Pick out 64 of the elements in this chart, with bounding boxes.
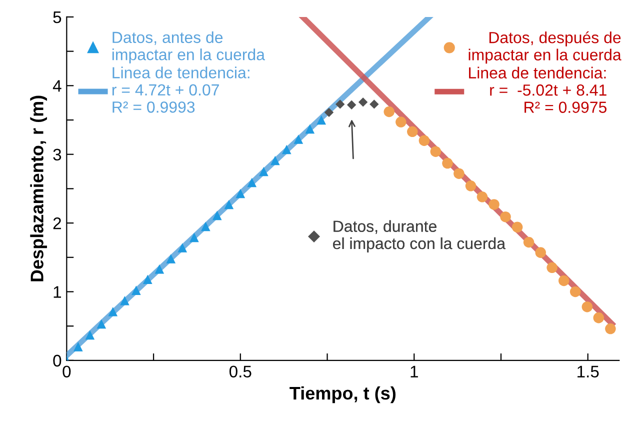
- point: [200, 222, 210, 232]
- point: [96, 319, 106, 329]
- point: [259, 166, 268, 176]
- y-tick-label: 1: [54, 286, 61, 298]
- point: [224, 200, 234, 210]
- y-tick-label: 0: [53, 354, 62, 367]
- point: [336, 100, 345, 109]
- x-tick-label: 1.5: [578, 366, 599, 378]
- point: [454, 168, 464, 179]
- point: [270, 156, 280, 166]
- legend-label: Datos, antes de impactar en la cuerda: [112, 31, 265, 64]
- y-tick-label: 2: [53, 217, 61, 230]
- point: [407, 126, 418, 138]
- y-axis-title: Desplazamiento, r (m): [30, 96, 47, 282]
- legend-label: Datos, después de impactar en la cuerda: [468, 31, 622, 64]
- point: [132, 286, 141, 295]
- point: [546, 262, 558, 274]
- point: [305, 124, 315, 134]
- point: [85, 330, 95, 340]
- point: [500, 211, 511, 222]
- point: [282, 144, 292, 154]
- point: [316, 115, 326, 125]
- point: [418, 135, 430, 146]
- point: [166, 254, 176, 264]
- x-tick-label: 1: [410, 366, 418, 378]
- point: [178, 243, 188, 252]
- point: [212, 210, 222, 220]
- point: [582, 301, 593, 312]
- point: [430, 146, 442, 157]
- point: [236, 188, 246, 198]
- x-tick-label: 0.5: [229, 366, 252, 378]
- point: [294, 134, 304, 144]
- point: [535, 247, 546, 258]
- point: [593, 312, 604, 324]
- point: [384, 106, 394, 118]
- y-tick-label: 3: [53, 148, 62, 161]
- point: [476, 192, 488, 202]
- legend-label: Datos, durante el impacto con la cuerda: [333, 220, 506, 252]
- y-tick-label: 5: [53, 12, 62, 24]
- point: [120, 296, 130, 306]
- x-axis-title: Tiempo, t (s): [290, 386, 396, 404]
- point: [488, 199, 500, 210]
- point: [73, 342, 83, 352]
- point: [465, 180, 476, 192]
- point: [324, 108, 334, 118]
- point: [523, 236, 534, 248]
- point: [154, 264, 164, 274]
- point: [512, 222, 523, 233]
- point: [108, 306, 118, 316]
- point: [570, 286, 581, 298]
- point: [142, 274, 152, 284]
- legend-label: Linea de tendencia: r = -5.02t + 8.41 R² = 0.9975: [469, 66, 606, 113]
- point: [190, 232, 199, 242]
- point: [247, 178, 257, 188]
- x-tick-label: 0: [62, 366, 71, 378]
- point: [605, 323, 616, 334]
- point: [370, 100, 379, 109]
- point: [558, 275, 570, 286]
- point: [442, 158, 453, 169]
- point: [358, 98, 368, 107]
- point: [346, 100, 356, 110]
- legend-label: Linea de tendencia: r = 4.72t + 0.07 R² = 0.9993: [112, 66, 250, 113]
- y-tick-label: 4: [52, 80, 62, 92]
- point: [396, 116, 406, 128]
